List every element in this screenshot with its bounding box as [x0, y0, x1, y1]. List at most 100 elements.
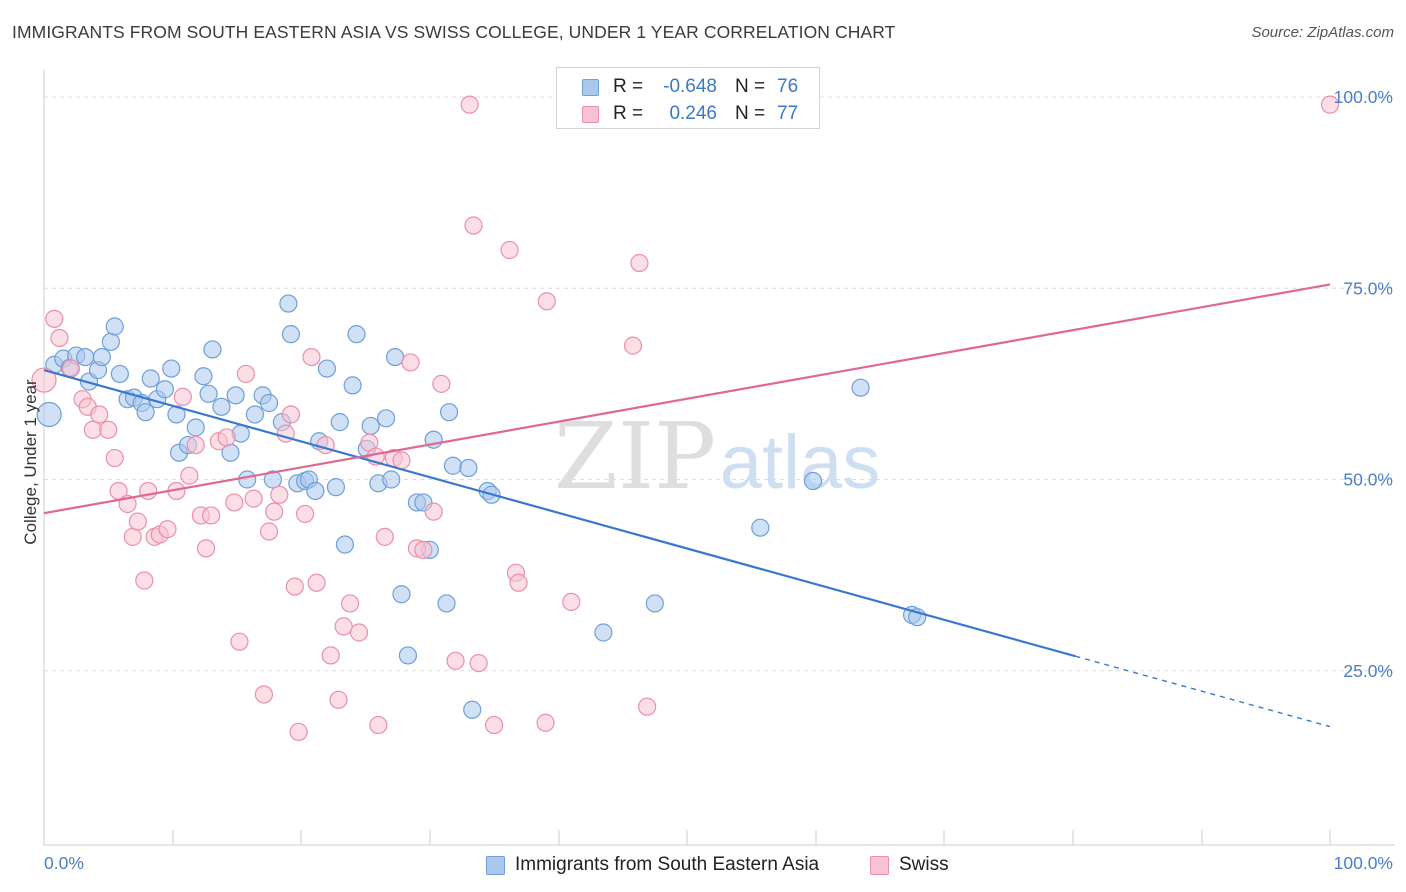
immigrants-point-45	[326, 478, 346, 497]
swiss-point-65	[500, 240, 519, 260]
immigrants-point-10	[105, 317, 124, 336]
immigrants-point-32	[245, 405, 265, 424]
r-value: 0.246	[669, 103, 717, 124]
immigrants-point-51	[361, 416, 380, 436]
legend-item-swiss[interactable]: Swiss	[870, 852, 949, 878]
trend-line-swiss	[43, 283, 1331, 515]
legend-item-immigrants[interactable]: Immigrants from South Eastern Asia	[486, 852, 819, 878]
immigrants-point-11	[110, 364, 129, 384]
n-label: N =	[735, 103, 766, 124]
immigrants-point-64	[437, 594, 456, 613]
immigrants-point-63	[443, 456, 463, 475]
series-swiss-points	[31, 95, 1340, 742]
immigrants-point-8	[92, 348, 111, 367]
immigrants-point-31	[238, 470, 257, 489]
immigrants-point-26	[203, 340, 222, 359]
swiss-point-64	[485, 715, 504, 735]
immigrants-point-55	[385, 348, 405, 367]
swiss-point-54	[392, 451, 411, 470]
swiss-point-59	[432, 374, 451, 393]
swiss-point-46	[334, 617, 353, 636]
immigrants-point-47	[335, 535, 355, 554]
swiss-point-62	[464, 216, 483, 235]
swiss-point-55	[401, 353, 420, 372]
swiss-point-44	[321, 646, 340, 665]
immigrants-point-69	[594, 623, 613, 642]
swiss-point-29	[230, 632, 249, 651]
swiss-point-47	[340, 594, 360, 613]
swiss-point-48	[349, 623, 369, 642]
immigrants-point-29	[226, 386, 245, 405]
legend-swatch-pink	[870, 855, 889, 875]
immigrants-point-19	[162, 359, 181, 378]
swiss-point-58	[424, 502, 443, 521]
immigrants-point-27	[212, 397, 231, 416]
swiss-point-51	[369, 715, 388, 735]
immigrants-point-57	[398, 646, 418, 665]
immigrants-point-23	[186, 418, 205, 437]
immigrants-point-65	[459, 458, 478, 478]
swiss-point-12	[123, 527, 142, 546]
y-axis-tick-labels: 25.0% 50.0% 75.0% 100.0%	[1334, 87, 1393, 681]
gridlines	[44, 96, 1395, 672]
swiss-point-34	[265, 502, 284, 521]
immigrants-point-44	[317, 359, 337, 378]
swiss-point-9	[105, 448, 124, 468]
swiss-point-28	[225, 493, 244, 512]
swiss-point-31	[244, 489, 263, 508]
n-value: 77	[777, 103, 799, 124]
legend-swatch-blue	[582, 78, 599, 96]
swiss-point-1	[45, 309, 64, 328]
immigrants-point-62	[439, 403, 459, 422]
swiss-point-3	[61, 359, 81, 378]
axes	[43, 70, 1395, 846]
immigrants-point-66	[463, 700, 482, 719]
r-label: R =	[613, 103, 644, 124]
swiss-point-30	[236, 364, 256, 384]
legend-label-immigrants: Immigrants from South Eastern Asia	[515, 854, 820, 875]
x-axis-tick-labels: 0.0% 100.0%	[44, 853, 1393, 873]
swiss-point-40	[295, 504, 315, 524]
r-label: R =	[613, 76, 644, 97]
swiss-point-24	[196, 539, 216, 558]
immigrants-point-38	[281, 325, 301, 344]
immigrants-point-42	[306, 481, 325, 501]
immigrants-point-34	[259, 393, 279, 413]
watermark-zip: ZIP	[554, 403, 716, 510]
immigrants-point-53	[376, 409, 396, 428]
chart-title: IMMIGRANTS FROM SOUTH EASTERN ASIA VS SW…	[12, 22, 896, 42]
immigrants-point-0	[36, 401, 62, 428]
swiss-point-38	[285, 577, 304, 596]
swiss-point-61	[460, 95, 479, 114]
immigrants-point-54	[382, 470, 401, 489]
immigrants-point-73	[851, 378, 870, 397]
n-label: N =	[735, 76, 766, 97]
immigrants-point-71	[751, 518, 770, 537]
immigrants-point-9	[101, 332, 120, 351]
swiss-point-76	[1320, 95, 1340, 114]
swiss-point-71	[623, 336, 643, 355]
trend-line-immigrants-extrapolated	[1075, 655, 1331, 728]
swiss-point-37	[281, 405, 301, 424]
immigrants-point-5	[76, 348, 95, 367]
swiss-point-33	[259, 522, 279, 541]
correlation-legend: R = -0.648 N = 76 R = 0.246 N = 77	[556, 67, 820, 129]
swiss-point-63	[469, 653, 488, 673]
immigrants-point-15	[136, 403, 155, 422]
immigrants-point-37	[279, 294, 298, 313]
trend-lines	[43, 283, 1331, 728]
swiss-point-6	[83, 420, 102, 439]
n-value: 76	[777, 76, 799, 97]
watermark-atlas: atlas	[720, 420, 881, 505]
immigrants-point-72	[803, 471, 823, 491]
swiss-point-60	[446, 651, 465, 670]
immigrants-point-46	[330, 413, 349, 432]
watermark: ZIP atlas	[554, 403, 880, 510]
swiss-point-73	[638, 697, 657, 716]
swiss-point-15	[139, 481, 158, 501]
x-tick-label-0: 0.0%	[44, 853, 84, 873]
swiss-point-42	[307, 573, 326, 592]
immigrants-point-24	[194, 367, 213, 386]
r-value: -0.648	[663, 76, 717, 97]
swiss-point-41	[302, 348, 321, 367]
